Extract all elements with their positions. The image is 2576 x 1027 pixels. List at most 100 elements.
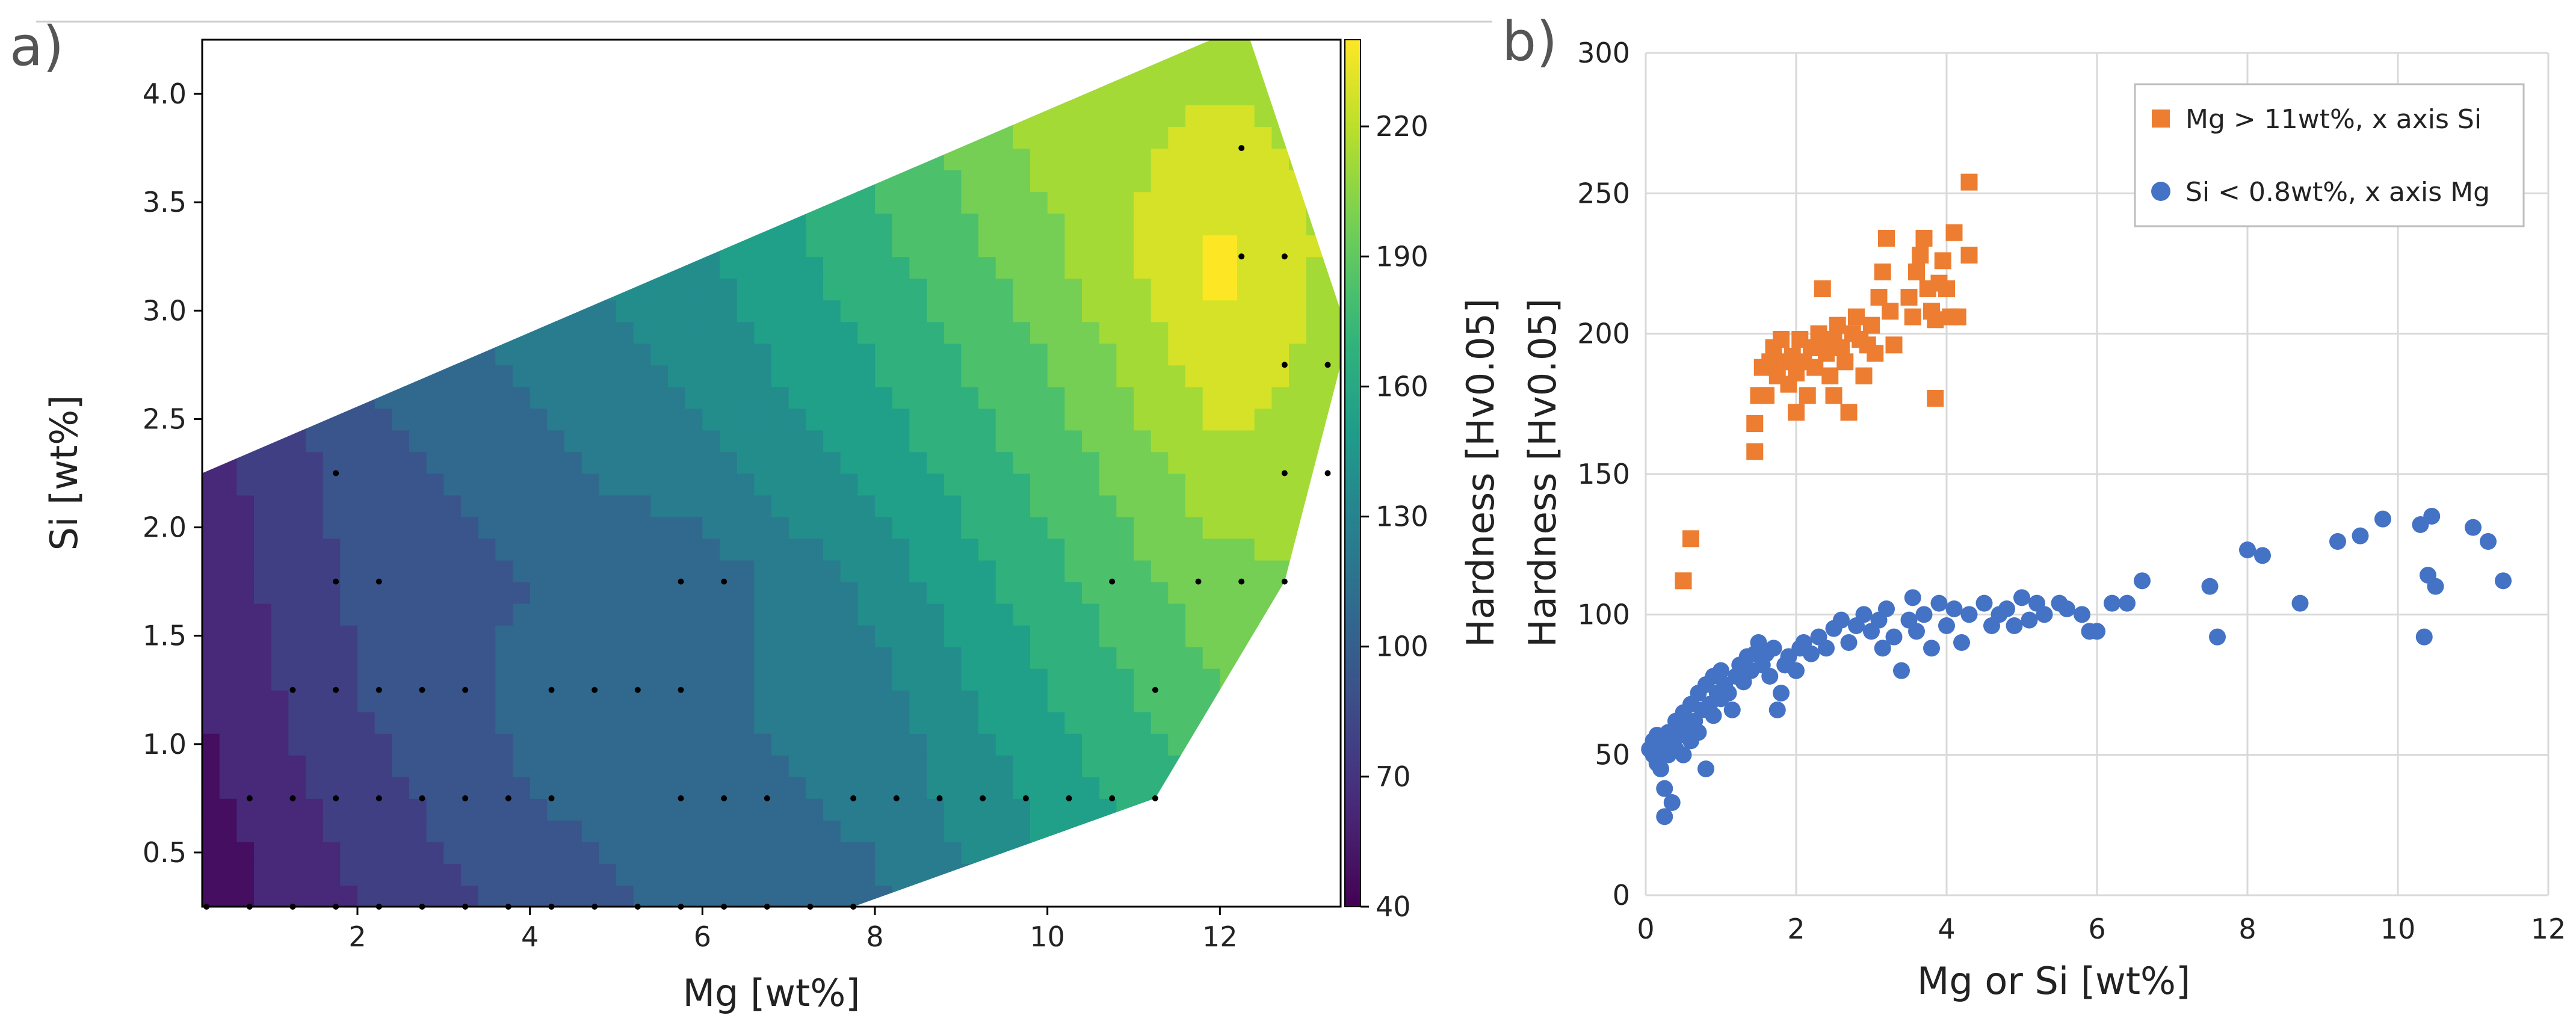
- contour-cell: [1134, 560, 1152, 582]
- contour-cell: [685, 841, 703, 864]
- contour-cell: [357, 798, 375, 821]
- contour-cell: [426, 776, 445, 799]
- contour-cell: [1134, 711, 1152, 734]
- contour-cell: [616, 343, 634, 366]
- contour-cell: [1254, 300, 1273, 322]
- contour-cell: [633, 170, 652, 193]
- contour-cell: [513, 560, 531, 582]
- contour-cell: [1306, 365, 1324, 387]
- contour-cell: [840, 278, 859, 301]
- contour-cell: [599, 365, 617, 387]
- contour-cell: [1013, 819, 1031, 842]
- contour-cell: [288, 885, 306, 907]
- contour-cell: [564, 40, 582, 62]
- contour-cell: [357, 105, 375, 128]
- contour-cell: [530, 278, 548, 301]
- contour-cell: [340, 170, 358, 193]
- contour-cell: [857, 560, 876, 582]
- contour-cell: [857, 841, 876, 864]
- contour-cell: [530, 170, 548, 193]
- measurement-point: [678, 578, 684, 585]
- contour-cell: [1220, 885, 1238, 907]
- contour-cell: [1185, 105, 1203, 128]
- contour-cell: [1254, 321, 1273, 344]
- contour-cell: [650, 841, 669, 864]
- contour-cell: [1323, 83, 1341, 105]
- contour-cell: [443, 538, 462, 561]
- contour-cell: [1082, 798, 1100, 821]
- contour-cell: [995, 126, 1014, 149]
- contour-cell: [961, 430, 979, 452]
- contour-cell: [1064, 408, 1083, 431]
- contour-cell: [202, 170, 220, 193]
- circle-point: [2036, 606, 2053, 623]
- contour-cell: [271, 863, 289, 886]
- contour-cell: [340, 386, 358, 409]
- contour-cell: [564, 516, 582, 539]
- contour-cell: [1185, 256, 1203, 279]
- contour-cell: [1254, 170, 1273, 193]
- contour-cell: [1254, 105, 1273, 128]
- contour-cell: [927, 473, 945, 496]
- contour-cell: [478, 365, 496, 387]
- contour-cell: [306, 711, 324, 734]
- contour-cell: [340, 365, 358, 387]
- contour-cell: [426, 581, 445, 604]
- contour-cell: [409, 386, 427, 409]
- contour-cell: [1151, 408, 1169, 431]
- contour-cell: [978, 408, 996, 431]
- contour-cell: [374, 473, 393, 496]
- contour-cell: [254, 126, 272, 149]
- contour-cell: [616, 668, 634, 691]
- contour-cell: [357, 451, 375, 474]
- contour-cell: [961, 386, 979, 409]
- measurement-point: [893, 795, 900, 801]
- contour-cell: [1185, 300, 1203, 322]
- contour-cell: [944, 300, 962, 322]
- contour-cell: [1237, 213, 1255, 236]
- contour-cell: [702, 538, 720, 561]
- contour-cell: [633, 841, 652, 864]
- contour-cell: [236, 343, 255, 366]
- contour-cell: [1220, 83, 1238, 105]
- contour-cell: [806, 235, 824, 258]
- contour-cell: [478, 300, 496, 322]
- contour-cell: [668, 885, 686, 907]
- contour-cell: [754, 841, 772, 864]
- contour-cell: [1202, 451, 1221, 474]
- contour-cell: [1185, 560, 1203, 582]
- contour-cell: [720, 863, 738, 886]
- contour-cell: [892, 625, 910, 647]
- contour-cell: [702, 754, 720, 777]
- contour-cell: [236, 365, 255, 387]
- contour-cell: [857, 61, 876, 84]
- contour-cell: [995, 365, 1014, 387]
- contour-cell: [426, 256, 445, 279]
- contour-cell: [875, 300, 893, 322]
- contour-cell: [927, 365, 945, 387]
- contour-cell: [754, 300, 772, 322]
- contour-cell: [1185, 516, 1203, 539]
- contour-cell: [426, 170, 445, 193]
- contour-cell: [1168, 863, 1186, 886]
- contour-cell: [1168, 191, 1186, 214]
- contour-cell: [1013, 365, 1031, 387]
- contour-cell: [823, 191, 841, 214]
- contour-cell: [806, 408, 824, 431]
- contour-cell: [478, 733, 496, 756]
- contour-cell: [1013, 754, 1031, 777]
- contour-cell: [478, 776, 496, 799]
- contour-cell: [374, 256, 393, 279]
- square-point: [1938, 280, 1955, 297]
- contour-cell: [1030, 668, 1048, 691]
- contour-cell: [978, 516, 996, 539]
- contour-cell: [1116, 733, 1134, 756]
- contour-cell: [306, 40, 324, 62]
- contour-cell: [581, 646, 600, 669]
- circle-point: [2134, 572, 2151, 590]
- contour-cell: [909, 841, 927, 864]
- contour-cell: [495, 560, 513, 582]
- contour-cell: [1030, 61, 1048, 84]
- contour-cell: [581, 235, 600, 258]
- contour-cell: [1013, 170, 1031, 193]
